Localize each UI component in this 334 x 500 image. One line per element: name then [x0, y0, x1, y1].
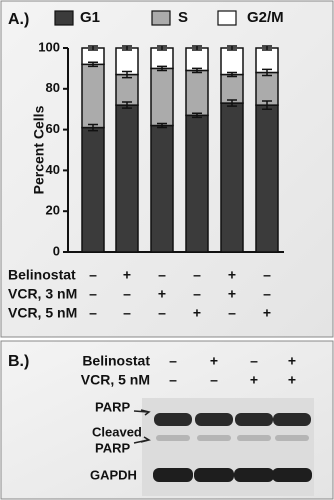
bar-segment — [220, 102, 244, 253]
treatment-sign: + — [228, 286, 236, 302]
treatment-sign: + — [158, 286, 166, 302]
treatment-label: VCR, 3 nM — [8, 286, 77, 302]
gapdh-band — [234, 468, 274, 482]
error-bar — [192, 112, 202, 119]
band-label: PARP — [95, 440, 130, 455]
error-bar — [192, 67, 202, 74]
y-tick-label: 20 — [46, 203, 60, 218]
panel-label: B.) — [8, 353, 29, 370]
cleaved-parp-band — [156, 435, 190, 441]
treatment-label: Belinostat — [82, 353, 150, 369]
bar-segment — [255, 71, 279, 106]
error-bar — [227, 45, 237, 51]
bar-segment — [185, 47, 209, 72]
treatment-sign: + — [288, 353, 296, 369]
legend-label: S — [178, 9, 188, 26]
arrow — [133, 439, 149, 444]
treatment-sign: – — [193, 267, 201, 283]
error-bar — [88, 45, 98, 51]
gapdh-band — [194, 468, 234, 482]
parp-band — [154, 413, 192, 426]
bar-segment — [185, 114, 209, 253]
gapdh-band — [153, 468, 193, 482]
treatment-sign: + — [263, 305, 271, 321]
treatment-sign: – — [263, 267, 271, 283]
error-bar — [262, 45, 272, 51]
treatment-sign: – — [193, 286, 201, 302]
treatment-sign: – — [228, 305, 236, 321]
bar-segment — [115, 73, 139, 106]
bar-segment — [150, 124, 174, 253]
error-bar — [88, 123, 98, 132]
error-bar — [192, 45, 202, 51]
treatment-sign: + — [210, 353, 218, 369]
legend-swatch — [217, 10, 237, 26]
bar-segment — [185, 69, 209, 117]
y-tick-label: 40 — [46, 162, 60, 177]
y-tick-label: 100 — [38, 39, 60, 54]
bar-segment — [81, 63, 105, 129]
error-bar — [122, 101, 132, 109]
treatment-sign: – — [89, 267, 97, 283]
parp-band — [273, 413, 311, 426]
error-bar — [157, 65, 167, 72]
error-bar — [157, 45, 167, 51]
arrow — [133, 410, 149, 413]
y-tick-label: 0 — [53, 243, 60, 258]
bar-segment — [255, 104, 279, 253]
treatment-sign: – — [158, 267, 166, 283]
treatment-sign: – — [89, 286, 97, 302]
error-bar — [262, 100, 272, 110]
cleaved-parp-band — [197, 435, 231, 441]
parp-band — [235, 413, 273, 426]
legend-label: G1 — [80, 9, 100, 26]
legend-swatch — [151, 10, 171, 26]
cleaved-parp-band — [237, 435, 271, 441]
treatment-sign: – — [169, 353, 177, 369]
error-bar — [122, 70, 132, 79]
band-label: PARP — [95, 399, 130, 414]
treatment-sign: + — [288, 372, 296, 388]
treatment-sign: – — [123, 305, 131, 321]
error-bar — [88, 61, 98, 68]
bar-segment — [115, 47, 139, 76]
error-bar — [227, 71, 237, 78]
bar-segment — [150, 67, 174, 127]
treatment-label: Belinostat — [8, 267, 76, 283]
cleaved-parp-band — [275, 435, 309, 441]
panel-label: A.) — [8, 11, 29, 28]
error-bar — [227, 99, 237, 107]
legend-swatch — [54, 10, 74, 26]
band-label: GAPDH — [90, 467, 137, 482]
treatment-sign: – — [158, 305, 166, 321]
legend-label: G2/M — [247, 9, 284, 26]
treatment-sign: – — [263, 286, 271, 302]
bar-segment — [220, 47, 244, 76]
treatment-sign: + — [193, 305, 201, 321]
bar-segment — [220, 73, 244, 104]
treatment-sign: + — [250, 372, 258, 388]
error-bar — [157, 122, 167, 129]
parp-band — [195, 413, 233, 426]
error-bar — [262, 68, 272, 77]
bar-segment — [81, 126, 105, 253]
bar-segment — [150, 47, 174, 70]
bar-segment — [115, 104, 139, 253]
treatment-sign: – — [123, 286, 131, 302]
treatment-sign: – — [250, 353, 258, 369]
treatment-label: VCR, 5 nM — [81, 372, 150, 388]
treatment-sign: – — [169, 372, 177, 388]
treatment-sign: + — [228, 267, 236, 283]
treatment-label: VCR, 5 nM — [8, 305, 77, 321]
y-tick-label: 60 — [46, 121, 60, 136]
error-bar — [122, 45, 132, 51]
treatment-sign: – — [210, 372, 218, 388]
y-tick-label: 80 — [46, 80, 60, 95]
treatment-sign: + — [123, 267, 131, 283]
y-axis-label: Percent Cells — [31, 105, 47, 194]
treatment-sign: – — [89, 305, 97, 321]
band-label: Cleaved — [92, 424, 142, 439]
gapdh-band — [272, 468, 312, 482]
